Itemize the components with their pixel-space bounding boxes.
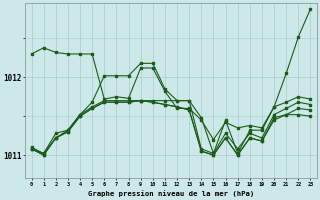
X-axis label: Graphe pression niveau de la mer (hPa): Graphe pression niveau de la mer (hPa) bbox=[88, 190, 254, 197]
